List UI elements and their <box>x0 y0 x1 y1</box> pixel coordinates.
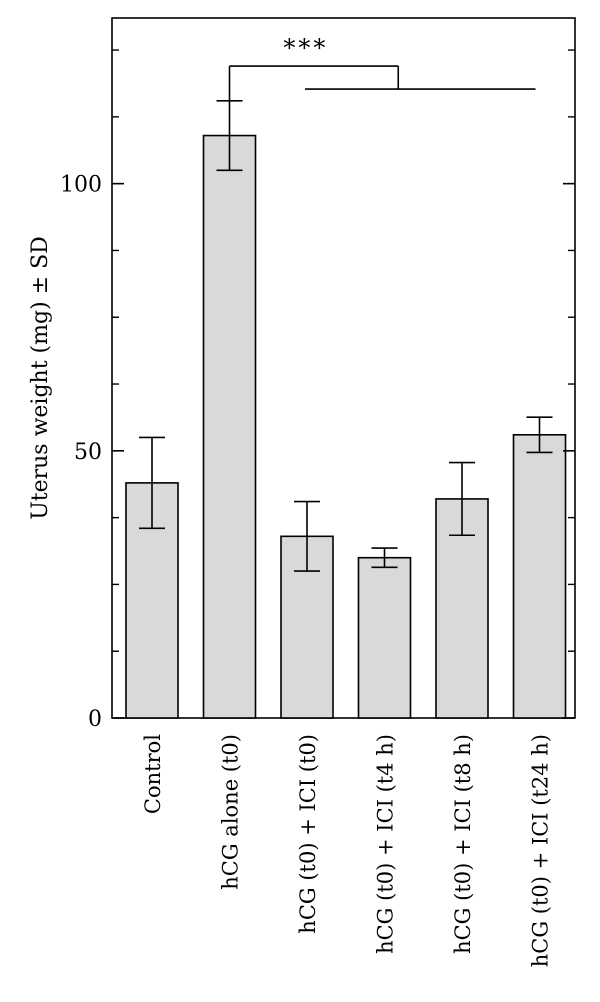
error-bars <box>139 100 553 572</box>
y-axis-ticks: 0 50 100 <box>60 49 575 732</box>
plot-area <box>111 17 576 719</box>
x-tick-label-4: hCG (t0) + ICI (t8 h) <box>451 734 475 954</box>
y-tick-label-2: 100 <box>60 173 102 198</box>
x-tick-label-3: hCG (t0) + ICI (t4 h) <box>374 734 398 954</box>
x-axis-labels: Control hCG alone (t0) hCG (t0) + ICI (t0)… <box>141 734 553 968</box>
x-tick-label-5: hCG (t0) + ICI (t24 h) <box>529 734 553 967</box>
x-tick-label-2: hCG (t0) + ICI (t0) <box>296 734 320 934</box>
bars <box>125 134 567 719</box>
significance-bracket: *** <box>228 34 536 101</box>
bar-3 <box>357 556 412 719</box>
plot-frame <box>111 17 576 719</box>
bar-5 <box>512 433 567 719</box>
y-axis-label: Uterus weight (mg) ± SD <box>28 236 53 520</box>
x-tick-label-1: hCG alone (t0) <box>219 734 243 890</box>
sig-label: *** <box>283 34 328 62</box>
bar-1 <box>202 134 257 719</box>
y-tick-label-0: 0 <box>88 707 102 732</box>
y-tick-label-1: 50 <box>74 440 102 465</box>
x-tick-label-0: Control <box>141 734 165 814</box>
